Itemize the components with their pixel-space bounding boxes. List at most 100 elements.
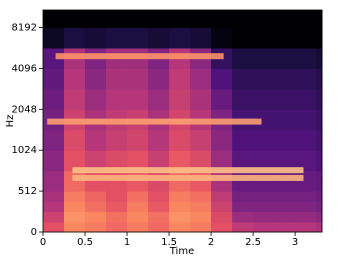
spectrogram-cell xyxy=(43,10,65,29)
spectrogram-cell xyxy=(295,88,317,110)
spectrogram-cell xyxy=(295,170,317,192)
spectrogram-cell xyxy=(64,68,86,90)
spectrogram-cell xyxy=(316,221,323,233)
spectrogram-cell xyxy=(64,191,86,202)
spectrogram-cell xyxy=(43,221,65,233)
spectrogram-cell xyxy=(148,150,170,172)
spectrogram-cell xyxy=(190,170,212,192)
spectrogram-cell xyxy=(274,201,296,213)
spectrogram-cell xyxy=(190,191,212,202)
spectrogram-cell xyxy=(106,27,128,49)
spectrogram-cell xyxy=(295,211,317,223)
spectrogram-cell xyxy=(169,10,191,29)
tone-line xyxy=(55,53,224,60)
spectrogram-cell xyxy=(232,201,254,213)
spectrogram-cell xyxy=(232,170,254,192)
spectrogram-cell xyxy=(316,68,323,90)
spectrogram-cell xyxy=(253,221,275,233)
spectrogram-cell xyxy=(169,27,191,49)
spectrogram-cell xyxy=(274,170,296,192)
spectrogram-cell xyxy=(253,129,275,151)
spectrogram-cell xyxy=(64,10,86,29)
spectrogram-cell xyxy=(127,68,149,90)
spectrogram-cell xyxy=(253,211,275,223)
axes: 0 512 1024 2048 4096 8192 0 0.5 1 1.5 2 2.5 3 xyxy=(12,9,323,248)
spectrogram-cell xyxy=(190,150,212,172)
y-tick-label: 4096 xyxy=(12,63,37,74)
spectrogram-cell xyxy=(148,211,170,223)
spectrogram-cell xyxy=(274,211,296,223)
spectrogram-cell xyxy=(274,88,296,110)
spectrogram-cell xyxy=(43,191,65,202)
spectrogram-cell xyxy=(85,201,107,213)
spectrogram-cell xyxy=(190,201,212,213)
spectrogram-cell xyxy=(85,191,107,202)
spectrogram-cell xyxy=(274,129,296,151)
spectrogram-cell xyxy=(232,47,254,69)
spectrogram-cell xyxy=(64,27,86,49)
spectrogram-cell xyxy=(316,129,323,151)
spectrogram-cell xyxy=(211,88,233,110)
spectrogram-cell xyxy=(106,10,128,29)
spectrogram-cell xyxy=(295,27,317,49)
spectrogram-cell xyxy=(106,211,128,223)
spectrogram-cell xyxy=(253,47,275,69)
spectrogram-cell xyxy=(64,88,86,110)
spectrogram-cell xyxy=(316,10,323,29)
spectrogram-cell xyxy=(316,27,323,49)
spectrogram-cell xyxy=(106,68,128,90)
y-tick-label: 1024 xyxy=(12,145,37,156)
spectrogram-cell xyxy=(43,170,65,192)
spectrogram-cell xyxy=(148,10,170,29)
spectrogram-cell xyxy=(169,201,191,213)
spectrogram-cell xyxy=(232,68,254,90)
spectrogram-cell xyxy=(253,27,275,49)
spectrogram-cell xyxy=(64,150,86,172)
spectrogram-cell xyxy=(43,201,65,213)
y-tick-label: 512 xyxy=(18,186,37,197)
y-axis-label: Hz xyxy=(5,115,16,128)
spectrogram-cell xyxy=(64,170,86,192)
spectrogram-cell xyxy=(232,27,254,49)
spectrogram-cell xyxy=(232,211,254,223)
spectrogram-cell xyxy=(190,129,212,151)
spectrogram-cell xyxy=(253,68,275,90)
tone-line xyxy=(72,174,304,181)
spectrogram-cell xyxy=(106,221,128,233)
x-axis-label: Time xyxy=(169,246,194,257)
spectrogram-cell xyxy=(211,201,233,213)
spectrogram-cell xyxy=(211,10,233,29)
spectrogram-cell xyxy=(211,191,233,202)
spectrogram-cell xyxy=(148,191,170,202)
spectrogram-cell xyxy=(253,109,275,131)
spectrogram-cell xyxy=(295,191,317,202)
x-tick-label: 2 xyxy=(208,237,214,248)
spectrogram-cell xyxy=(295,129,317,151)
spectrogram-cell xyxy=(148,68,170,90)
x-tick-label: 0.5 xyxy=(77,237,93,248)
spectrogram-cell xyxy=(295,221,317,233)
spectrogram-cell xyxy=(316,88,323,110)
spectrogram-cell xyxy=(316,170,323,192)
spectrogram-cell xyxy=(211,150,233,172)
spectrogram-cell xyxy=(106,191,128,202)
spectrogram-cell xyxy=(316,201,323,213)
spectrogram-cell xyxy=(106,170,128,192)
spectrogram-cell xyxy=(106,150,128,172)
spectrogram-cell xyxy=(169,170,191,192)
spectrogram-cell xyxy=(169,88,191,110)
spectrogram-cell xyxy=(169,68,191,90)
spectrogram-cell xyxy=(232,221,254,233)
spectrogram-cell xyxy=(64,129,86,151)
spectrogram-cell xyxy=(148,201,170,213)
spectrogram-cell xyxy=(295,47,317,69)
x-tick-label: 1 xyxy=(124,237,130,248)
plot-frame xyxy=(42,9,323,233)
spectrogram-cell xyxy=(169,191,191,202)
spectrogram-cell xyxy=(211,170,233,192)
x-tick-label: 1.5 xyxy=(161,237,177,248)
spectrogram-cell xyxy=(127,150,149,172)
spectrogram-cell xyxy=(127,221,149,233)
spectrogram-cell xyxy=(316,109,323,131)
